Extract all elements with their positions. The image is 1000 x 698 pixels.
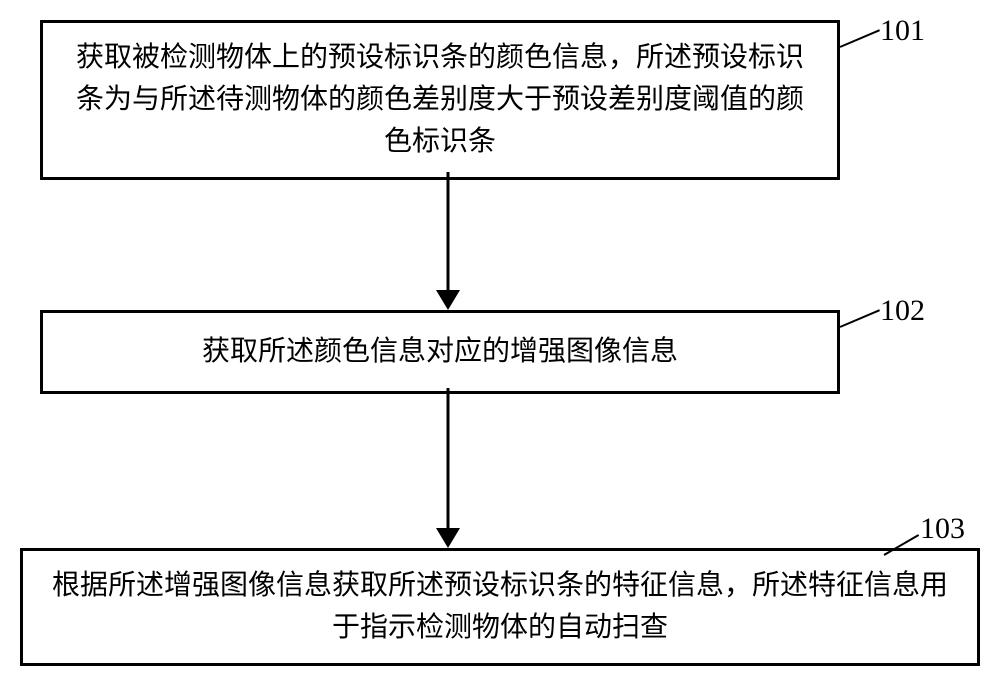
flow-step-2-text: 获取所述颜色信息对应的增强图像信息 xyxy=(202,331,678,373)
flow-step-1-label: 101 xyxy=(880,14,925,48)
flow-step-3: 根据所述增强图像信息获取所述预设标识条的特征信息，所述特征信息用于指示检测物体的… xyxy=(20,548,980,666)
flow-step-3-label: 103 xyxy=(920,512,965,546)
flow-step-1: 获取被检测物体上的预设标识条的颜色信息，所述预设标识条为与所述待测物体的颜色差别… xyxy=(40,20,840,180)
flow-step-1-text: 获取被检测物体上的预设标识条的颜色信息，所述预设标识条为与所述待测物体的颜色差别… xyxy=(63,37,817,163)
arrow-2 xyxy=(436,388,460,548)
arrow-1 xyxy=(436,172,460,310)
flow-step-2-label: 102 xyxy=(880,294,925,328)
leader-1 xyxy=(840,29,880,48)
arrow-2-head xyxy=(436,528,460,548)
arrow-1-line xyxy=(447,172,450,292)
flow-step-3-text: 根据所述增强图像信息获取所述预设标识条的特征信息，所述特征信息用于指示检测物体的… xyxy=(43,565,957,649)
flow-step-2: 获取所述颜色信息对应的增强图像信息 xyxy=(40,310,840,394)
arrow-2-line xyxy=(447,388,450,530)
leader-2 xyxy=(840,309,880,328)
arrow-1-head xyxy=(436,290,460,310)
